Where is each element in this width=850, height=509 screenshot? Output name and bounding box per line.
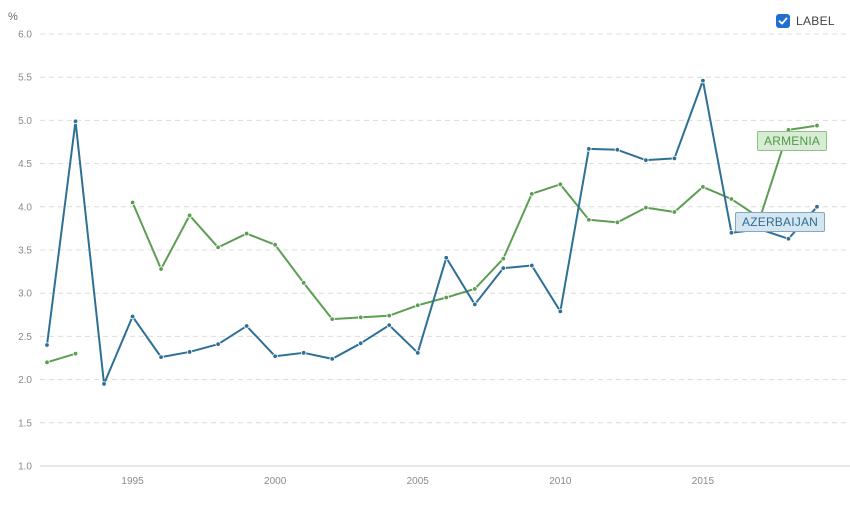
data-point[interactable]: [443, 255, 449, 261]
data-point[interactable]: [215, 244, 221, 251]
data-point[interactable]: [386, 322, 392, 328]
data-point[interactable]: [557, 308, 564, 315]
y-tick-label: 4.5: [18, 159, 32, 170]
data-point[interactable]: [386, 312, 392, 319]
data-point[interactable]: [415, 302, 421, 308]
data-point[interactable]: [215, 341, 221, 347]
data-point[interactable]: [72, 350, 79, 357]
data-point[interactable]: [500, 255, 506, 262]
data-point[interactable]: [500, 265, 506, 271]
data-point[interactable]: [300, 280, 307, 286]
data-point[interactable]: [643, 157, 649, 163]
data-point[interactable]: [728, 230, 735, 236]
data-point[interactable]: [443, 294, 449, 301]
x-tick-label: 2015: [692, 476, 715, 487]
data-point[interactable]: [300, 350, 307, 356]
label-toggle[interactable]: LABEL: [776, 14, 835, 28]
data-point[interactable]: [529, 191, 535, 197]
series-azerbaijan: [44, 77, 820, 387]
data-point[interactable]: [671, 155, 678, 162]
series-layer: [44, 77, 820, 387]
data-point[interactable]: [472, 286, 478, 292]
x-tick-label: 2000: [264, 476, 287, 487]
data-point[interactable]: [643, 204, 649, 211]
data-point[interactable]: [101, 381, 107, 387]
y-tick-label: 2.0: [18, 375, 32, 386]
y-tick-label: 2.5: [18, 332, 32, 343]
x-tick-label: 2005: [407, 476, 430, 487]
data-point[interactable]: [671, 209, 678, 215]
data-point[interactable]: [785, 236, 792, 242]
series-label-armenia: ARMENIA: [757, 131, 828, 151]
y-tick-label: 5.5: [18, 73, 32, 84]
data-point[interactable]: [586, 217, 592, 223]
data-point[interactable]: [44, 359, 50, 366]
data-point[interactable]: [472, 301, 478, 308]
y-tick-label: 1.0: [18, 462, 32, 473]
series-line: [46, 79, 818, 385]
label-toggle-text: LABEL: [796, 14, 835, 28]
data-point[interactable]: [614, 147, 621, 153]
y-tick-label: 6.0: [18, 30, 32, 41]
series-line: [46, 352, 76, 364]
data-point[interactable]: [814, 122, 820, 129]
data-point[interactable]: [158, 266, 164, 272]
data-point[interactable]: [72, 118, 79, 124]
data-point[interactable]: [614, 219, 621, 226]
data-point[interactable]: [243, 323, 250, 329]
data-point[interactable]: [272, 242, 278, 248]
y-tick-label: 3.5: [18, 246, 32, 257]
data-point[interactable]: [728, 196, 735, 202]
data-point[interactable]: [529, 262, 535, 269]
data-point[interactable]: [557, 181, 564, 188]
x-tick-label: 1995: [121, 476, 144, 487]
y-axis-ticks: 1.0 1.5 2.0 2.5 3.0 3.5 4.0 4.5 5.0 5.5 6.0: [18, 30, 32, 473]
data-point[interactable]: [186, 212, 193, 219]
data-point[interactable]: [700, 77, 706, 84]
data-point[interactable]: [415, 350, 421, 356]
data-point[interactable]: [814, 204, 820, 210]
y-tick-label: 4.0: [18, 202, 32, 213]
data-point[interactable]: [358, 314, 364, 321]
data-point[interactable]: [329, 316, 335, 322]
y-tick-label: 5.0: [18, 116, 32, 127]
data-point[interactable]: [329, 356, 335, 362]
series-armenia: [44, 122, 820, 366]
data-point[interactable]: [243, 230, 250, 237]
grid-lines: [40, 33, 850, 467]
y-tick-label: 1.5: [18, 418, 32, 429]
data-point[interactable]: [700, 184, 706, 190]
data-point[interactable]: [129, 199, 136, 206]
data-point[interactable]: [186, 349, 193, 355]
y-tick-label: 3.0: [18, 289, 32, 300]
checkbox-checked-icon[interactable]: [776, 14, 790, 28]
data-point[interactable]: [586, 146, 592, 152]
series-label-azerbaijan: AZERBAIJAN: [735, 212, 826, 232]
x-axis-ticks: 1995 2000 2005 2010 2015: [121, 476, 714, 487]
y-axis-unit: %: [8, 11, 18, 23]
data-point[interactable]: [44, 342, 50, 348]
data-point[interactable]: [272, 353, 278, 359]
x-tick-label: 2010: [549, 476, 572, 487]
data-point[interactable]: [129, 313, 136, 320]
data-point[interactable]: [158, 354, 164, 360]
data-point[interactable]: [358, 340, 364, 347]
